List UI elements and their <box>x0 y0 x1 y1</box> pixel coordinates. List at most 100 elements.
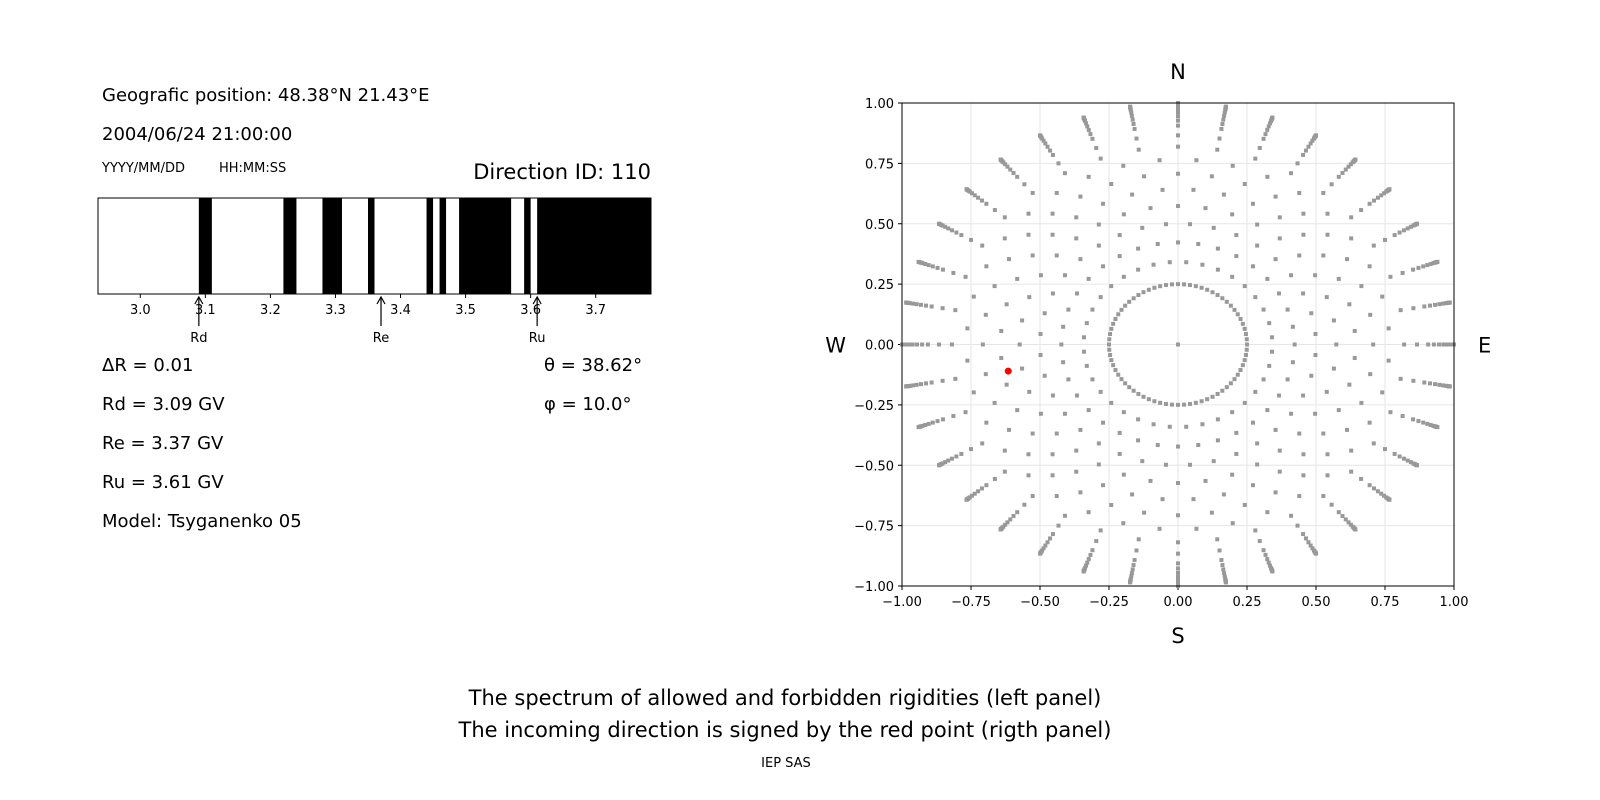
grid-point <box>1242 182 1247 187</box>
date-format-label: YYYY/MM/DD <box>102 161 185 176</box>
grid-point <box>951 270 956 275</box>
grid-point <box>1285 307 1290 312</box>
grid-point <box>1196 241 1201 246</box>
grid-point <box>1325 452 1330 457</box>
grid-point <box>1038 411 1043 416</box>
grid-point <box>1074 448 1079 453</box>
grid-point <box>1405 458 1410 463</box>
grid-point <box>1209 510 1214 515</box>
grid-point <box>1054 494 1059 499</box>
grid-point <box>1006 257 1011 262</box>
grid-point <box>1142 174 1147 179</box>
forbidden-band <box>198 198 212 294</box>
caption-line-1: The spectrum of allowed and forbidden ri… <box>468 686 1102 710</box>
grid-point <box>1313 273 1318 278</box>
grid-point <box>1255 243 1260 248</box>
grid-point <box>1151 422 1156 427</box>
grid-point <box>1261 548 1266 553</box>
grid-point <box>1148 478 1153 483</box>
grid-point <box>1273 427 1278 432</box>
grid-point <box>1066 377 1071 382</box>
grid-point <box>1242 400 1247 405</box>
grid-point <box>1176 144 1180 149</box>
grid-point <box>1232 377 1237 382</box>
y-tick-label: −1.00 <box>854 580 894 595</box>
grid-point <box>969 237 973 242</box>
grid-point <box>1085 560 1090 565</box>
phi-value: φ = 10.0° <box>544 394 632 415</box>
grid-point <box>1321 190 1326 195</box>
grid-point <box>1090 377 1095 382</box>
grid-point <box>951 414 956 419</box>
grid-point <box>1349 448 1354 453</box>
grid-point <box>1277 236 1282 241</box>
grid-point <box>935 419 940 424</box>
grid-point <box>1220 121 1225 126</box>
grid-point <box>1074 215 1079 220</box>
grid-point <box>1289 513 1294 518</box>
grid-point <box>1289 411 1294 416</box>
grid-point <box>1368 312 1373 317</box>
grid-point <box>1230 521 1235 526</box>
grid-point <box>1349 236 1354 241</box>
grid-point <box>907 342 912 347</box>
grid-point <box>1142 510 1147 515</box>
caption-line-2: The incoming direction is signed by the … <box>458 718 1112 742</box>
grid-point <box>1203 478 1208 483</box>
grid-point <box>1152 399 1157 404</box>
grid-point <box>1011 514 1016 519</box>
grid-point <box>1211 459 1216 464</box>
grid-point <box>1129 113 1134 118</box>
grid-point <box>1050 152 1055 157</box>
grid-point <box>1221 117 1226 122</box>
grid-point <box>1113 316 1118 321</box>
grid-point <box>1004 302 1009 307</box>
grid-point <box>1416 419 1421 424</box>
grid-point <box>1289 171 1294 176</box>
grid-point <box>1134 136 1139 141</box>
grid-point <box>1444 342 1449 347</box>
grid-point <box>1336 174 1341 179</box>
grid-point <box>1130 192 1135 197</box>
grid-point <box>1321 494 1326 499</box>
x-tick-label: 3.7 <box>585 303 606 318</box>
grid-point <box>998 157 1003 162</box>
grid-point <box>1273 194 1278 199</box>
grid-point <box>972 193 977 198</box>
grid-point <box>1042 311 1047 316</box>
grid-point <box>1301 473 1306 478</box>
grid-point <box>1096 441 1101 446</box>
grid-point <box>984 420 989 425</box>
grid-point <box>1117 254 1122 259</box>
grid-point <box>1176 561 1180 566</box>
forbidden-band <box>426 198 434 294</box>
grid-point <box>1141 394 1146 399</box>
grid-point <box>1050 291 1055 296</box>
grid-point <box>1131 121 1136 126</box>
grid-point <box>1088 132 1093 137</box>
grid-point <box>1230 274 1235 279</box>
grid-point <box>1367 264 1372 269</box>
grid-point <box>1221 192 1226 197</box>
grid-point <box>1015 510 1020 515</box>
x-tick-label: 3.2 <box>260 303 281 318</box>
grid-point <box>980 243 985 248</box>
grid-point <box>1041 138 1046 143</box>
grid-point <box>979 198 984 203</box>
grid-point <box>1167 260 1172 265</box>
grid-point <box>1117 451 1122 456</box>
grid-point <box>1211 225 1216 230</box>
grid-point <box>1160 497 1165 502</box>
theta-value: θ = 38.62° <box>544 355 643 376</box>
grid-point <box>983 312 988 317</box>
grid-point <box>1336 510 1341 515</box>
grid-point <box>1094 539 1099 544</box>
grid-point <box>972 491 977 496</box>
grid-point <box>1321 431 1326 436</box>
grid-point <box>1215 246 1220 251</box>
forbidden-band <box>524 198 531 294</box>
grid-point <box>1030 253 1035 258</box>
y-tick-label: 0.50 <box>865 218 894 233</box>
forbidden-band <box>322 198 342 294</box>
grid-point <box>1223 580 1228 585</box>
